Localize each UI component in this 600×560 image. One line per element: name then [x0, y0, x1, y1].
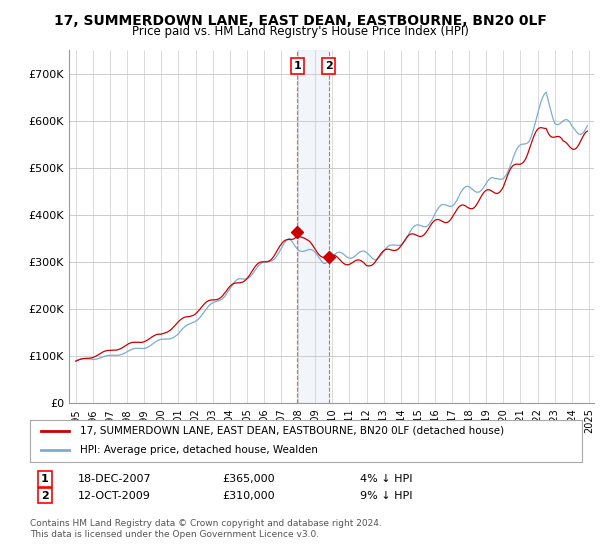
Text: 9% ↓ HPI: 9% ↓ HPI [360, 491, 413, 501]
Text: 2: 2 [41, 491, 49, 501]
Text: 1: 1 [293, 61, 301, 71]
Text: 12-OCT-2009: 12-OCT-2009 [78, 491, 151, 501]
Text: £365,000: £365,000 [222, 474, 275, 484]
Text: HPI: Average price, detached house, Wealden: HPI: Average price, detached house, Weal… [80, 445, 317, 455]
Text: Contains HM Land Registry data © Crown copyright and database right 2024.
This d: Contains HM Land Registry data © Crown c… [30, 520, 382, 539]
Text: 1: 1 [41, 474, 49, 484]
Text: 17, SUMMERDOWN LANE, EAST DEAN, EASTBOURNE, BN20 0LF (detached house): 17, SUMMERDOWN LANE, EAST DEAN, EASTBOUR… [80, 426, 504, 436]
Text: 4% ↓ HPI: 4% ↓ HPI [360, 474, 413, 484]
Text: 2: 2 [325, 61, 332, 71]
Text: Price paid vs. HM Land Registry's House Price Index (HPI): Price paid vs. HM Land Registry's House … [131, 25, 469, 38]
Text: 17, SUMMERDOWN LANE, EAST DEAN, EASTBOURNE, BN20 0LF: 17, SUMMERDOWN LANE, EAST DEAN, EASTBOUR… [53, 14, 547, 28]
Text: 18-DEC-2007: 18-DEC-2007 [78, 474, 152, 484]
Bar [298, 50, 329, 403]
Text: £310,000: £310,000 [222, 491, 275, 501]
